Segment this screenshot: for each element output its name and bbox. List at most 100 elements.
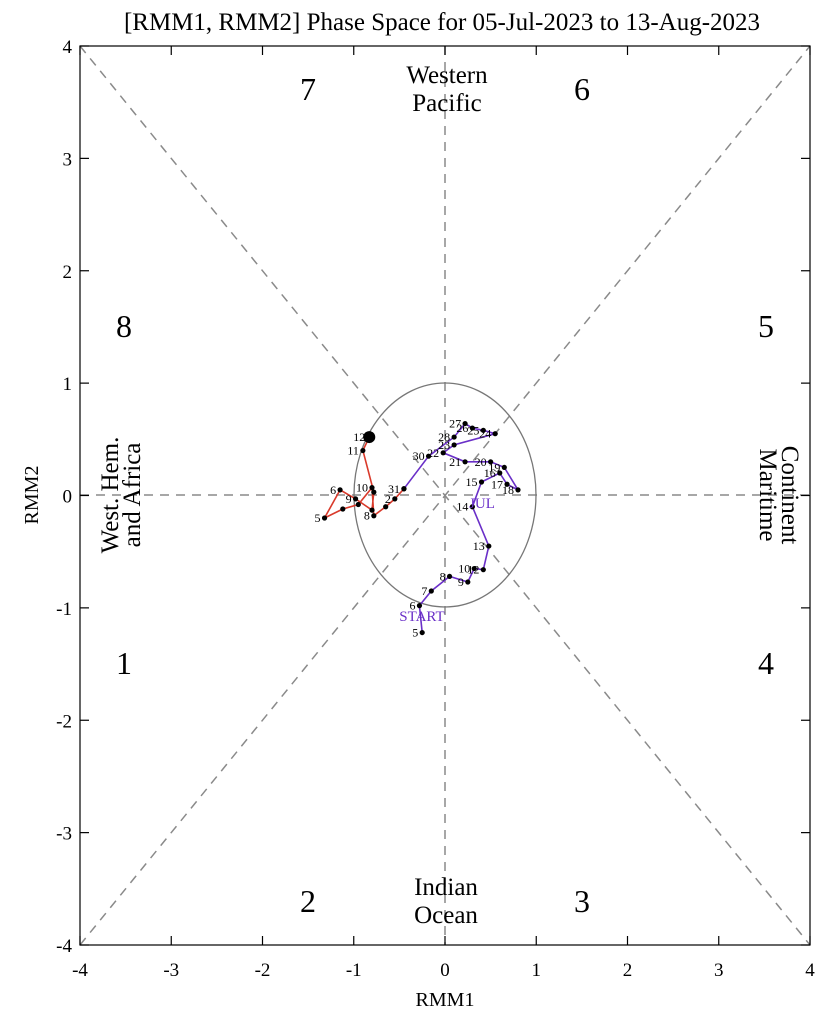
- y-tick-label: 1: [63, 374, 73, 395]
- day-label: 16: [484, 466, 496, 480]
- data-point: [340, 506, 346, 512]
- phase-label: 8: [116, 308, 132, 344]
- day-label: 6: [409, 599, 415, 613]
- region-label-left: and Africa: [119, 443, 146, 548]
- data-point: [416, 603, 423, 609]
- day-label: 9: [458, 575, 464, 589]
- day-label: 5: [412, 626, 418, 640]
- day-label: 31: [388, 482, 400, 496]
- data-point: [383, 504, 389, 510]
- day-label: 8: [364, 509, 370, 523]
- x-axis-label: RMM1: [416, 989, 475, 1011]
- day-label: 27: [449, 417, 461, 431]
- y-tick-label: -1: [56, 599, 72, 620]
- region-label-top: Pacific: [412, 90, 481, 117]
- phase-label: 4: [758, 645, 774, 681]
- y-axis-label: RMM2: [21, 466, 43, 525]
- phase-label: 3: [574, 883, 590, 919]
- day-label: 2: [385, 492, 391, 506]
- region-labels: Western Pacific Indian Ocean West. Hem. …: [97, 62, 803, 929]
- data-point: [425, 453, 432, 459]
- data-point: [446, 573, 453, 580]
- phase-label: 6: [574, 71, 590, 107]
- day-label: 11: [347, 444, 359, 458]
- region-label-bottom: Indian: [414, 874, 478, 901]
- x-tick-label: -3: [163, 960, 179, 981]
- region-label-right: Continent: [776, 446, 803, 545]
- day-label: 28: [438, 430, 450, 444]
- data-point: [451, 434, 457, 440]
- grid-lines: [79, 45, 811, 946]
- data-point: [515, 487, 521, 493]
- data-point: [471, 565, 477, 572]
- day-label: 10: [356, 481, 368, 495]
- day-label: 21: [449, 455, 461, 469]
- day-label: 5: [315, 511, 321, 525]
- x-tick-label: 1: [532, 960, 542, 981]
- data-point: [360, 447, 366, 454]
- day-label: 15: [466, 475, 478, 489]
- current-day-marker: [363, 431, 376, 444]
- phase-label: 2: [300, 883, 316, 919]
- start-label: START: [399, 609, 444, 625]
- data-point: [469, 425, 475, 431]
- data-point: [486, 543, 492, 549]
- x-tick-label: 3: [714, 960, 724, 981]
- data-point: [440, 450, 446, 456]
- day-label: 6: [330, 483, 336, 497]
- data-point: [451, 442, 457, 448]
- region-label-top: Western: [406, 62, 488, 89]
- data-point: [371, 489, 377, 495]
- data-point: [469, 504, 475, 510]
- phase-label: 5: [758, 308, 774, 344]
- data-point: [478, 479, 485, 485]
- data-point: [321, 515, 328, 521]
- day-label: 30: [413, 449, 425, 463]
- data-point: [371, 513, 377, 519]
- data-point: [492, 431, 498, 437]
- y-tick-label: 3: [63, 149, 73, 170]
- data-point: [401, 486, 407, 492]
- day-label: 12: [467, 563, 479, 577]
- day-label: 9: [346, 492, 352, 506]
- data-point: [501, 464, 507, 471]
- x-tick-label: -4: [72, 960, 88, 981]
- data-point: [337, 487, 343, 493]
- y-tick-label: 4: [63, 37, 73, 58]
- day-label: 8: [440, 569, 446, 583]
- data-point: [369, 507, 375, 513]
- x-tick-label: 2: [623, 960, 633, 981]
- phase-label: 1: [116, 645, 132, 681]
- data-point: [488, 459, 494, 465]
- data-point: [497, 470, 503, 476]
- day-label: 23: [438, 438, 450, 452]
- x-tick-label: 0: [440, 960, 450, 981]
- day-label: 17: [491, 477, 503, 491]
- day-label: 10: [458, 562, 470, 576]
- month-marker-label: JUL: [469, 496, 495, 512]
- day-label: 14: [456, 500, 468, 514]
- data-point: [465, 579, 471, 585]
- region-label-bottom: Ocean: [414, 902, 478, 929]
- data-point: [352, 496, 359, 502]
- trajectory: 5678910121314151617181920212223242526272…: [315, 417, 521, 640]
- day-label: 13: [473, 539, 485, 553]
- data-point: [480, 427, 486, 433]
- day-label: 7: [421, 584, 427, 598]
- data-point: [462, 459, 468, 465]
- x-tick-label: -2: [255, 960, 271, 981]
- data-point: [428, 588, 434, 594]
- data-point: [504, 481, 510, 487]
- chart-title: [RMM1, RMM2] Phase Space for 05-Jul-2023…: [124, 9, 760, 36]
- data-point: [419, 629, 425, 636]
- y-tick-label: 0: [63, 487, 73, 508]
- y-tick-label: 2: [63, 262, 73, 283]
- x-ticks: -4 -3 -2 -1 0 1 2 3 4: [72, 46, 815, 981]
- phase-labels: 7 6 8 5 1 4 2 3: [116, 71, 774, 919]
- x-tick-label: 4: [805, 960, 815, 981]
- y-tick-label: -2: [56, 711, 72, 732]
- data-point: [392, 496, 398, 502]
- region-label-right: Maritime: [754, 448, 781, 541]
